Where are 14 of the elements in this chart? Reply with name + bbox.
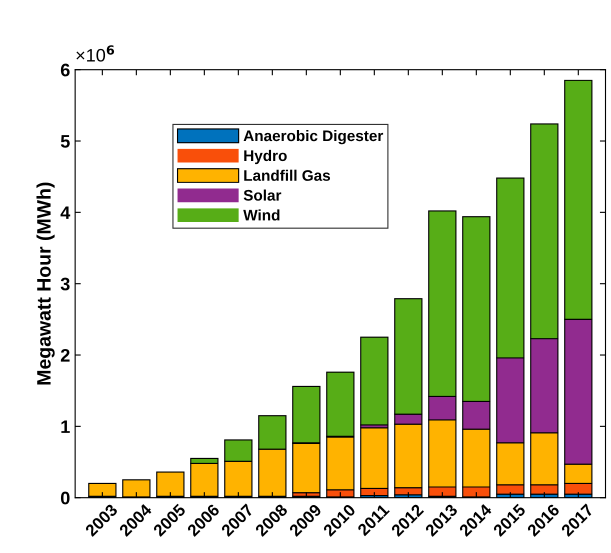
legend-label: Solar [244,190,282,201]
y-tick-label: 5 [60,135,70,148]
y-tick-label: 4 [60,206,70,219]
y-tick-label: 1 [61,420,70,433]
y-tick-label: 0 [60,492,70,504]
legend-label: Wind [243,209,280,221]
text: ×10$^{6}$ [76,45,114,62]
y-tick-label: 3 [60,278,70,290]
y-tick-label: 6 [60,64,70,76]
legend-label: Hydro [244,150,287,164]
legend-label: Anaerobic Digester [244,130,384,144]
legend-label: Landfill Gas [244,170,330,181]
y-axis-title: Megawatt Hour (MWh) [36,182,55,384]
y-tick-label: 2 [60,348,70,362]
